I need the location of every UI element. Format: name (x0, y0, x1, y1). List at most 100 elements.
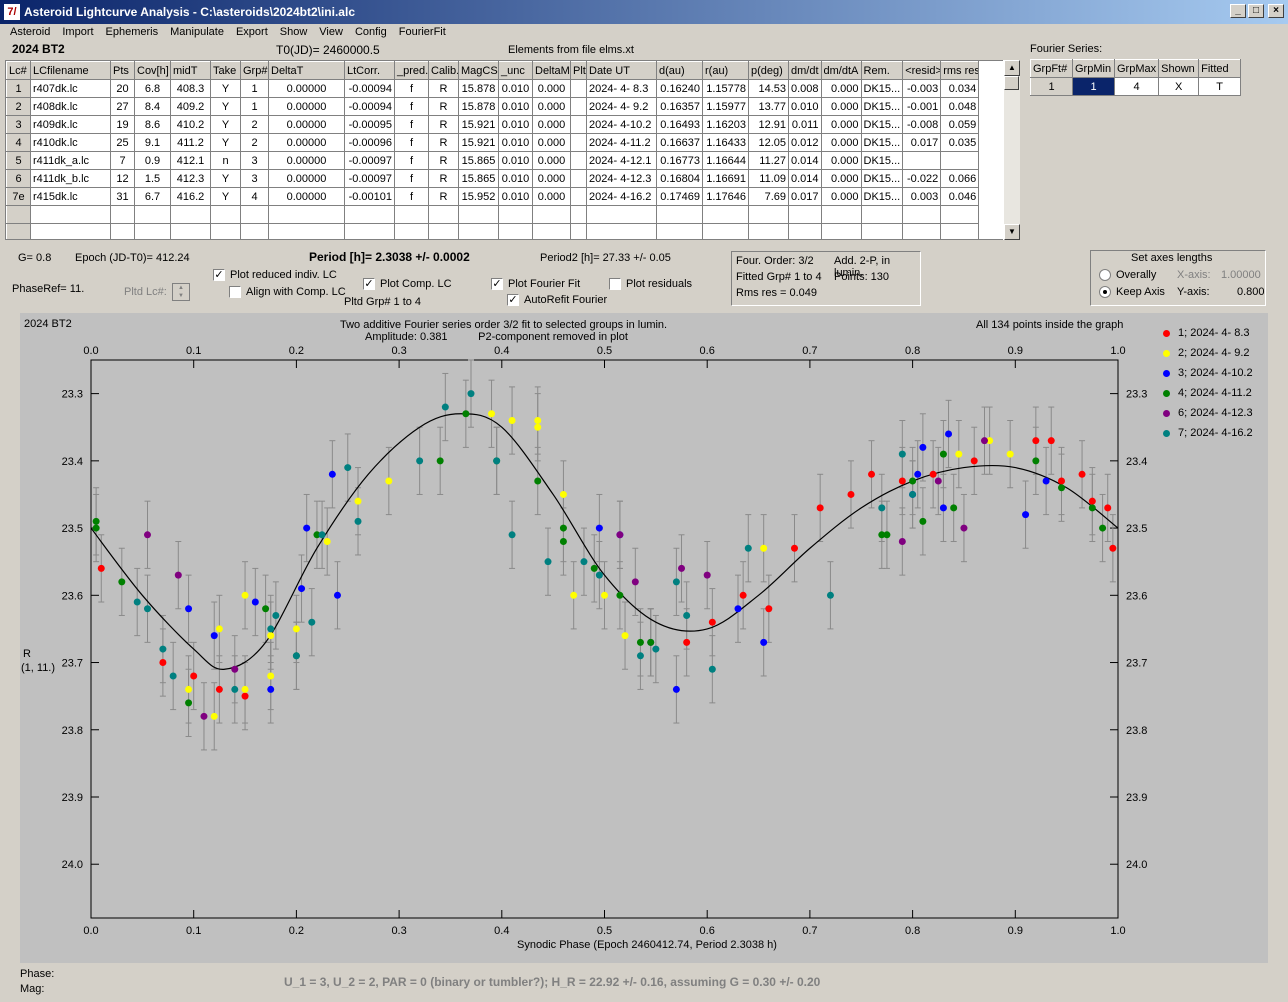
table-cell[interactable]: -0.00094 (344, 79, 395, 98)
table-cell[interactable]: 0.16804 (656, 169, 703, 188)
table-cell[interactable]: 1.5 (134, 169, 171, 188)
minimize-button[interactable]: _ (1230, 4, 1246, 18)
table-scrollbar[interactable]: ▲ ▼ (1003, 60, 1020, 240)
table-cell[interactable]: DK15... (860, 151, 904, 170)
menu-import[interactable]: Import (62, 26, 94, 38)
overally-radio[interactable]: Overally (1099, 269, 1156, 282)
scroll-up-icon[interactable]: ▲ (1004, 60, 1020, 76)
checkbox-icon[interactable] (609, 278, 621, 291)
table-cell[interactable]: 0.017 (902, 133, 942, 152)
table-cell[interactable]: 0.000 (820, 97, 862, 116)
table-cell[interactable]: -0.003 (902, 79, 942, 98)
table-cell[interactable]: 15.878 (458, 97, 499, 116)
table-cell[interactable]: -0.00096 (344, 133, 395, 152)
col-header[interactable]: dm/dt (788, 61, 822, 80)
table-cell[interactable]: 0.066 (940, 169, 980, 188)
table-cell[interactable]: DK15... (860, 79, 904, 98)
table-cell[interactable]: r415dk.lc (30, 187, 111, 206)
col-header[interactable]: Rem. (860, 61, 904, 80)
table-cell[interactable]: 0.000 (532, 97, 571, 116)
col-header[interactable]: r(au) (702, 61, 749, 80)
table-cell[interactable]: 0.000 (820, 151, 862, 170)
table-cell[interactable]: 0.000 (820, 115, 862, 134)
plot-fourier-checkbox[interactable]: ✓ Plot Fourier Fit (491, 278, 580, 291)
radio-icon[interactable] (1099, 269, 1111, 282)
check-icon[interactable]: ✓ (491, 278, 503, 291)
table-row[interactable]: 4 r410dk.lc 25 9.1 411.2 Y 2 0.00000 -0.00096 f R 1… (6, 133, 980, 152)
table-cell[interactable]: 410.2 (170, 115, 211, 134)
menu-asteroid[interactable]: Asteroid (10, 26, 51, 38)
col-header[interactable]: Calib. (428, 61, 459, 80)
col-header[interactable]: dm/dtA (820, 61, 862, 80)
table-cell[interactable]: 14.53 (748, 79, 789, 98)
table-cell[interactable]: 1.15778 (702, 79, 749, 98)
table-cell[interactable]: 0.011 (788, 115, 822, 134)
plot-reduced-checkbox[interactable]: ✓ Plot reduced indiv. LC (213, 269, 337, 282)
col-header[interactable]: LCfilename (30, 61, 111, 80)
table-cell[interactable]: 0.000 (820, 79, 862, 98)
table-cell[interactable]: 0.008 (788, 79, 822, 98)
table-row[interactable]: 1 r407dk.lc 20 6.8 408.3 Y 1 0.00000 -0.00094 f R 1… (6, 79, 980, 98)
table-cell[interactable]: 1.16433 (702, 133, 749, 152)
table-cell[interactable]: -0.00101 (344, 187, 395, 206)
table-cell[interactable]: 0.17469 (656, 187, 703, 206)
table-cell[interactable]: 0.010 (498, 169, 533, 188)
table-cell[interactable]: 0.16637 (656, 133, 703, 152)
table-cell[interactable]: 0.012 (788, 133, 822, 152)
autorefit-checkbox[interactable]: ✓ AutoRefit Fourier (507, 294, 607, 307)
table-cell[interactable]: -0.008 (902, 115, 942, 134)
table-cell[interactable]: 0.00000 (268, 115, 345, 134)
fourier-series-table[interactable]: GrpFt# GrpMin GrpMax Shown Fitted 1 1 4 … (1030, 59, 1242, 96)
fs-cell-fitted[interactable]: T (1198, 77, 1242, 96)
menu-fourierfit[interactable]: FourierFit (398, 26, 446, 38)
table-row[interactable]: 7e r415dk.lc 31 6.7 416.2 Y 4 0.00000 -0.00101 f R… (6, 187, 980, 206)
fs-cell-grpmin[interactable]: 1 (1072, 77, 1115, 96)
menu-export[interactable]: Export (235, 26, 268, 38)
table-cell[interactable]: 11.09 (748, 169, 789, 188)
table-row[interactable]: 3 r409dk.lc 19 8.6 410.2 Y 2 0.00000 -0.00095 f R 1… (6, 115, 980, 134)
checkbox-icon[interactable] (229, 286, 241, 299)
menu-view[interactable]: View (319, 26, 343, 38)
col-header[interactable]: Date UT (586, 61, 657, 80)
col-header[interactable]: Take (210, 61, 241, 80)
col-header[interactable]: Plt (570, 61, 587, 80)
table-cell[interactable]: 0.16240 (656, 79, 703, 98)
table-cell[interactable]: 416.2 (170, 187, 211, 206)
table-cell[interactable]: 3 (6, 115, 31, 134)
scroll-down-icon[interactable]: ▼ (1004, 224, 1020, 240)
table-cell[interactable]: 11.27 (748, 151, 789, 170)
table-cell[interactable]: 9.1 (134, 133, 171, 152)
table-cell[interactable]: 1.16691 (702, 169, 749, 188)
close-button[interactable]: × (1268, 4, 1284, 18)
col-header[interactable]: Cov[h] (134, 61, 171, 80)
table-cell[interactable]: 0.003 (902, 187, 942, 206)
table-cell[interactable]: -0.001 (902, 97, 942, 116)
table-cell[interactable]: -0.022 (902, 169, 942, 188)
table-cell[interactable]: 2024- 4-11.2 (586, 133, 657, 152)
yaxis-value[interactable]: 0.800 (1237, 286, 1265, 298)
col-header[interactable]: p(deg) (748, 61, 789, 80)
table-cell[interactable]: 0.059 (940, 115, 980, 134)
table-cell[interactable]: r407dk.lc (30, 79, 111, 98)
col-header[interactable]: midT (170, 61, 211, 80)
fs-cell-grpmax[interactable]: 4 (1113, 77, 1160, 96)
col-header[interactable]: Lc# (6, 61, 31, 80)
xaxis-value[interactable]: 1.00000 (1221, 269, 1261, 281)
table-cell[interactable]: 2024- 4-16.2 (586, 187, 657, 206)
table-cell[interactable]: 412.1 (170, 151, 211, 170)
check-icon[interactable]: ✓ (213, 269, 225, 282)
table-cell[interactable]: -0.00097 (344, 169, 395, 188)
radio-selected-icon[interactable] (1099, 286, 1111, 299)
table-cell[interactable]: 2024- 4-10.2 (586, 115, 657, 134)
keep-axis-radio[interactable]: Keep Axis (1099, 286, 1165, 299)
align-checkbox[interactable]: Align with Comp. LC (229, 286, 346, 299)
col-header[interactable]: DeltaM (532, 61, 571, 80)
check-icon[interactable]: ✓ (507, 294, 519, 307)
table-cell[interactable]: 4 (6, 133, 31, 152)
table-cell[interactable]: 2024- 4-12.1 (586, 151, 657, 170)
plot-comp-checkbox[interactable]: ✓ Plot Comp. LC (363, 278, 452, 291)
col-header[interactable]: Pts (110, 61, 135, 80)
menu-show[interactable]: Show (279, 26, 308, 38)
table-cell[interactable]: 6.7 (134, 187, 171, 206)
menu-config[interactable]: Config (354, 26, 387, 38)
